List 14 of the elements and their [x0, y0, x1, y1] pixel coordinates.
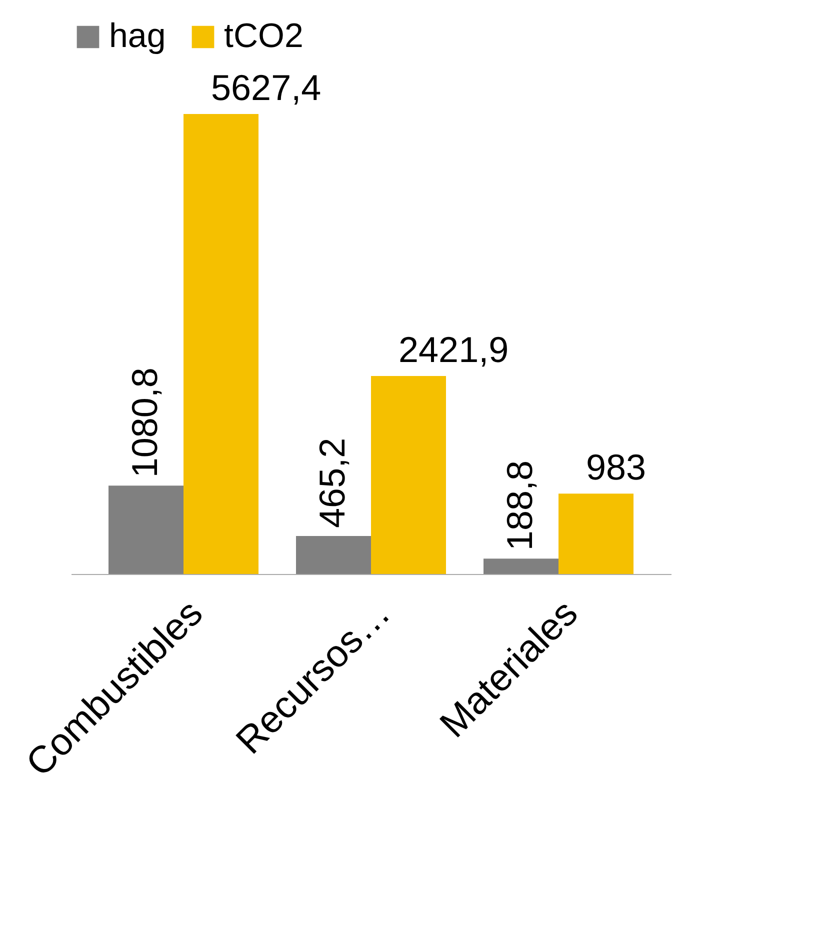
data-label: 983: [586, 446, 646, 488]
bar: [558, 494, 634, 574]
data-label: 5627,4: [211, 67, 322, 108]
data-label: 465,2: [312, 438, 352, 528]
bar: [296, 536, 371, 574]
data-label: 188,8: [499, 460, 540, 551]
data-label: 1080,8: [124, 368, 165, 478]
legend-label: tCO2: [224, 17, 304, 55]
bar: [108, 486, 184, 574]
data-label: 2421,9: [398, 329, 509, 370]
bar: [484, 558, 558, 574]
bar: [371, 376, 446, 574]
bar: [184, 114, 258, 574]
legend-label: hag: [109, 17, 166, 55]
